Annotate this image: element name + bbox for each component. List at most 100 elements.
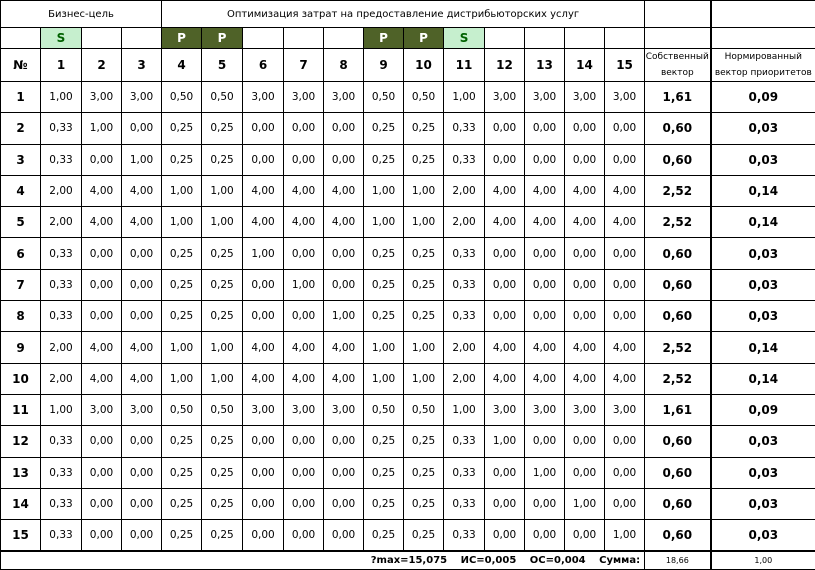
- matrix-cell[interactable]: 3,00: [565, 394, 605, 425]
- matrix-cell[interactable]: 1,00: [202, 363, 243, 394]
- matrix-cell[interactable]: 0,25: [364, 269, 404, 300]
- matrix-cell[interactable]: 0,00: [324, 269, 364, 300]
- matrix-cell[interactable]: 1,00: [364, 175, 404, 206]
- matrix-cell[interactable]: 0,50: [162, 82, 202, 113]
- matrix-cell[interactable]: 0,00: [525, 301, 565, 332]
- matrix-cell[interactable]: 0,33: [41, 520, 82, 552]
- matrix-cell[interactable]: 0,33: [41, 301, 82, 332]
- matrix-cell[interactable]: 4,00: [324, 175, 364, 206]
- eigen-vector-cell[interactable]: 2,52: [645, 207, 711, 238]
- matrix-cell[interactable]: 0,00: [485, 301, 525, 332]
- matrix-cell[interactable]: 3,00: [324, 394, 364, 425]
- matrix-cell[interactable]: 0,00: [82, 144, 122, 175]
- normalized-vector-cell[interactable]: 0,03: [711, 269, 815, 300]
- matrix-cell[interactable]: 4,00: [284, 207, 324, 238]
- matrix-cell[interactable]: 4,00: [565, 207, 605, 238]
- matrix-cell[interactable]: 1,00: [565, 488, 605, 519]
- matrix-cell[interactable]: 0,00: [525, 520, 565, 552]
- matrix-cell[interactable]: 0,50: [364, 82, 404, 113]
- matrix-cell[interactable]: 4,00: [122, 175, 162, 206]
- normalized-vector-cell[interactable]: 0,03: [711, 238, 815, 269]
- matrix-cell[interactable]: 0,00: [485, 520, 525, 552]
- matrix-cell[interactable]: 0,00: [565, 269, 605, 300]
- matrix-cell[interactable]: 1,00: [202, 207, 243, 238]
- matrix-cell[interactable]: 4,00: [82, 332, 122, 363]
- matrix-cell[interactable]: 1,00: [605, 520, 645, 552]
- matrix-cell[interactable]: 0,33: [41, 488, 82, 519]
- matrix-cell[interactable]: 0,00: [82, 301, 122, 332]
- matrix-cell[interactable]: 3,00: [605, 82, 645, 113]
- matrix-cell[interactable]: 0,25: [404, 269, 444, 300]
- matrix-cell[interactable]: 4,00: [525, 363, 565, 394]
- matrix-cell[interactable]: 0,00: [525, 238, 565, 269]
- matrix-cell[interactable]: 0,25: [202, 269, 243, 300]
- matrix-cell[interactable]: 0,25: [162, 113, 202, 144]
- matrix-cell[interactable]: 4,00: [122, 207, 162, 238]
- matrix-cell[interactable]: 0,25: [364, 426, 404, 457]
- matrix-cell[interactable]: 0,00: [82, 426, 122, 457]
- matrix-cell[interactable]: 0,00: [243, 113, 284, 144]
- matrix-cell[interactable]: 1,00: [364, 207, 404, 238]
- matrix-cell[interactable]: 0,25: [364, 301, 404, 332]
- eigen-vector-cell[interactable]: 2,52: [645, 175, 711, 206]
- matrix-cell[interactable]: 0,00: [122, 488, 162, 519]
- matrix-cell[interactable]: 3,00: [324, 82, 364, 113]
- matrix-cell[interactable]: 1,00: [82, 113, 122, 144]
- normalized-vector-cell[interactable]: 0,09: [711, 394, 815, 425]
- matrix-cell[interactable]: 0,25: [404, 488, 444, 519]
- matrix-cell[interactable]: 0,25: [202, 238, 243, 269]
- matrix-cell[interactable]: 0,33: [444, 457, 485, 488]
- matrix-cell[interactable]: 0,33: [444, 238, 485, 269]
- matrix-cell[interactable]: 0,00: [605, 426, 645, 457]
- matrix-cell[interactable]: 0,33: [444, 301, 485, 332]
- matrix-cell[interactable]: 0,33: [444, 426, 485, 457]
- matrix-cell[interactable]: 0,25: [404, 113, 444, 144]
- matrix-cell[interactable]: 1,00: [324, 301, 364, 332]
- matrix-cell[interactable]: 0,25: [162, 301, 202, 332]
- matrix-cell[interactable]: 0,25: [202, 144, 243, 175]
- matrix-cell[interactable]: 0,00: [284, 144, 324, 175]
- matrix-cell[interactable]: 0,00: [605, 113, 645, 144]
- matrix-cell[interactable]: 3,00: [605, 394, 645, 425]
- matrix-cell[interactable]: 0,00: [485, 113, 525, 144]
- eigen-vector-cell[interactable]: 2,52: [645, 363, 711, 394]
- matrix-cell[interactable]: 0,25: [202, 457, 243, 488]
- matrix-cell[interactable]: 0,25: [364, 113, 404, 144]
- matrix-cell[interactable]: 3,00: [525, 394, 565, 425]
- matrix-cell[interactable]: 1,00: [444, 82, 485, 113]
- matrix-cell[interactable]: 0,00: [243, 269, 284, 300]
- matrix-cell[interactable]: 0,00: [485, 238, 525, 269]
- normalized-vector-cell[interactable]: 0,14: [711, 207, 815, 238]
- eigen-vector-cell[interactable]: 0,60: [645, 113, 711, 144]
- matrix-cell[interactable]: 0,50: [202, 82, 243, 113]
- matrix-cell[interactable]: 4,00: [82, 363, 122, 394]
- matrix-cell[interactable]: 0,00: [605, 301, 645, 332]
- matrix-cell[interactable]: 0,25: [162, 520, 202, 552]
- eigen-sum[interactable]: 18,66: [645, 551, 711, 570]
- matrix-cell[interactable]: 4,00: [565, 175, 605, 206]
- matrix-cell[interactable]: 0,25: [162, 144, 202, 175]
- matrix-cell[interactable]: 0,00: [525, 488, 565, 519]
- matrix-cell[interactable]: 0,33: [41, 144, 82, 175]
- eigen-vector-cell[interactable]: 1,61: [645, 394, 711, 425]
- matrix-cell[interactable]: 0,00: [605, 269, 645, 300]
- matrix-cell[interactable]: 1,00: [404, 363, 444, 394]
- matrix-cell[interactable]: 0,00: [243, 457, 284, 488]
- matrix-cell[interactable]: 3,00: [243, 82, 284, 113]
- matrix-cell[interactable]: 0,00: [324, 144, 364, 175]
- matrix-cell[interactable]: 0,25: [364, 520, 404, 552]
- matrix-cell[interactable]: 4,00: [324, 207, 364, 238]
- matrix-cell[interactable]: 3,00: [284, 82, 324, 113]
- matrix-cell[interactable]: 3,00: [82, 82, 122, 113]
- eigen-vector-cell[interactable]: 0,60: [645, 426, 711, 457]
- matrix-cell[interactable]: 0,00: [122, 113, 162, 144]
- matrix-cell[interactable]: 1,00: [41, 394, 82, 425]
- matrix-cell[interactable]: 0,00: [122, 457, 162, 488]
- matrix-cell[interactable]: 3,00: [122, 82, 162, 113]
- matrix-cell[interactable]: 0,25: [162, 488, 202, 519]
- matrix-cell[interactable]: 0,00: [284, 238, 324, 269]
- matrix-cell[interactable]: 0,25: [364, 488, 404, 519]
- normalized-vector-cell[interactable]: 0,03: [711, 144, 815, 175]
- normalized-vector-cell[interactable]: 0,03: [711, 457, 815, 488]
- matrix-cell[interactable]: 4,00: [485, 207, 525, 238]
